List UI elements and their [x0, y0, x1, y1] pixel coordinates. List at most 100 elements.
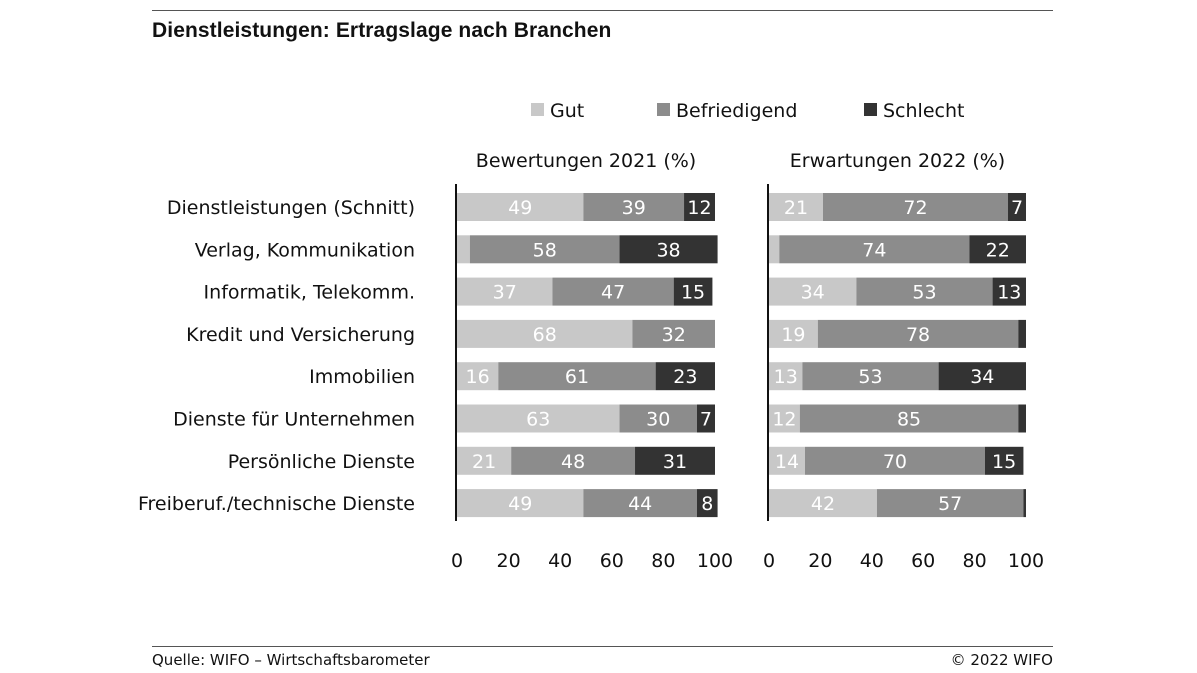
- bar-2-informatik-telekomm-schlecht: [992, 277, 1026, 306]
- bar-1-freiberuf-technische-dienste-befriedigend: [583, 489, 697, 518]
- bar-2-informatik-telekomm-gut: [769, 277, 857, 306]
- bar-1-personliche-dienste-gut: [457, 446, 512, 475]
- data-label-1-dienstleistungen-schnitt-befriedigend: 39: [622, 197, 646, 219]
- bar-1-dienstleistungen-schnitt-befriedigend: [583, 193, 685, 221]
- bar-2-freiberuf-technische-dienste-schlecht: [1023, 489, 1026, 518]
- bar-2-immobilien-befriedigend: [802, 362, 939, 391]
- bar-1-immobilien-schlecht: [655, 362, 715, 391]
- data-label-1-verlag-kommunikation-befriedigend: 58: [533, 239, 557, 261]
- data-label-2-personliche-dienste-befriedigend: 70: [883, 451, 907, 473]
- bar-2-dienste-fur-unternehmen-schlecht: [1018, 404, 1026, 433]
- bar-1-verlag-kommunikation-befriedigend: [469, 235, 620, 264]
- data-label-2-dienstleistungen-schnitt-gut: 21: [784, 197, 808, 219]
- bar-1-informatik-telekomm-schlecht: [673, 277, 713, 306]
- data-label-2-personliche-dienste-schlecht: 15: [992, 451, 1016, 473]
- chart-title: Dienstleistungen: Ertragslage nach Branc…: [152, 19, 612, 42]
- legend-swatch-schlecht: [864, 103, 877, 116]
- data-label-2-freiberuf-technische-dienste-gut: 42: [811, 493, 835, 515]
- data-label-1-personliche-dienste-gut: 21: [472, 451, 496, 473]
- data-label-2-immobilien-schlecht: 34: [970, 366, 994, 388]
- bar-1-immobilien-gut: [457, 362, 499, 391]
- legend-swatch-befriedigend: [657, 103, 670, 116]
- bar-2-immobilien-gut: [769, 362, 803, 391]
- bar-2-immobilien-schlecht: [938, 362, 1026, 391]
- bar-2-freiberuf-technische-dienste-befriedigend: [876, 489, 1024, 518]
- bar-2-personliche-dienste-befriedigend: [804, 446, 985, 475]
- data-label-2-kredit-und-versicherung-befriedigend: 78: [906, 324, 930, 346]
- bottom-rule: [152, 646, 1053, 647]
- data-label-1-informatik-telekomm-gut: 37: [493, 282, 517, 304]
- data-label-1-immobilien-gut: 16: [466, 366, 490, 388]
- data-label-1-kredit-und-versicherung-befriedigend: 32: [662, 324, 686, 346]
- data-label-1-dienste-fur-unternehmen-schlecht: 7: [700, 409, 712, 431]
- bar-1-freiberuf-technische-dienste-gut: [457, 489, 584, 518]
- bar-1-informatik-telekomm-befriedigend: [552, 277, 674, 306]
- legend-label-gut: Gut: [550, 100, 584, 122]
- bar-2-verlag-kommunikation-schlecht: [969, 235, 1026, 264]
- bar-2-dienstleistungen-schnitt-gut: [769, 193, 823, 221]
- data-label-1-personliche-dienste-befriedigend: 48: [561, 451, 585, 473]
- bar-2-personliche-dienste-schlecht: [984, 446, 1024, 475]
- x-tick-label-1-20: 20: [497, 550, 521, 572]
- data-label-1-personliche-dienste-schlecht: 31: [663, 451, 687, 473]
- data-label-1-informatik-telekomm-schlecht: 15: [681, 282, 705, 304]
- data-label-2-verlag-kommunikation-befriedigend: 74: [862, 239, 886, 261]
- data-label-2-personliche-dienste-gut: 14: [775, 451, 799, 473]
- data-label-2-immobilien-befriedigend: 53: [858, 366, 882, 388]
- bar-2-kredit-und-versicherung-gut: [769, 319, 818, 348]
- category-label-personliche-dienste: Persönliche Dienste: [228, 451, 415, 473]
- data-label-1-dienstleistungen-schnitt-gut: 49: [508, 197, 532, 219]
- x-tick-label-1-100: 100: [697, 550, 733, 572]
- bar-1-dienstleistungen-schnitt-schlecht: [684, 193, 715, 221]
- data-label-1-verlag-kommunikation-schlecht: 38: [656, 239, 680, 261]
- bar-1-kredit-und-versicherung-befriedigend: [632, 319, 715, 348]
- category-label-immobilien: Immobilien: [309, 366, 415, 388]
- bar-1-verlag-kommunikation-schlecht: [619, 235, 718, 264]
- x-tick-label-2-0: 0: [763, 550, 775, 572]
- bar-1-immobilien-befriedigend: [498, 362, 656, 391]
- bar-2-verlag-kommunikation-befriedigend: [779, 235, 970, 264]
- data-label-2-dienste-fur-unternehmen-befriedigend: 85: [897, 409, 921, 431]
- copyright-note: © 2022 WIFO: [950, 651, 1053, 669]
- x-tick-label-2-20: 20: [808, 550, 832, 572]
- x-tick-label-2-60: 60: [911, 550, 935, 572]
- bar-1-freiberuf-technische-dienste-schlecht: [696, 489, 718, 518]
- legend-label-schlecht: Schlecht: [883, 100, 964, 122]
- category-label-dienstleistungen-schnitt: Dienstleistungen (Schnitt): [167, 197, 415, 219]
- bar-1-kredit-und-versicherung-gut: [457, 319, 633, 348]
- category-label-kredit-und-versicherung: Kredit und Versicherung: [186, 324, 415, 346]
- x-tick-label-1-60: 60: [600, 550, 624, 572]
- data-label-1-informatik-telekomm-befriedigend: 47: [601, 282, 625, 304]
- bar-2-dienste-fur-unternehmen-befriedigend: [799, 404, 1019, 433]
- data-label-2-dienste-fur-unternehmen-gut: 12: [772, 409, 796, 431]
- data-label-2-immobilien-gut: 13: [774, 366, 798, 388]
- bar-1-personliche-dienste-schlecht: [635, 446, 715, 475]
- data-label-2-dienstleistungen-schnitt-schlecht: 7: [1011, 197, 1023, 219]
- data-label-2-freiberuf-technische-dienste-befriedigend: 57: [938, 493, 962, 515]
- bar-1-dienste-fur-unternehmen-befriedigend: [619, 404, 697, 433]
- x-tick-label-1-80: 80: [651, 550, 675, 572]
- bar-2-kredit-und-versicherung-schlecht: [1018, 319, 1026, 348]
- bar-2-verlag-kommunikation-gut: [769, 235, 780, 264]
- bar-2-freiberuf-technische-dienste-gut: [769, 489, 877, 518]
- bar-1-personliche-dienste-befriedigend: [511, 446, 636, 475]
- bar-2-personliche-dienste-gut: [769, 446, 805, 475]
- category-label-informatik-telekomm: Informatik, Telekomm.: [204, 282, 415, 304]
- data-label-2-verlag-kommunikation-schlecht: 22: [986, 239, 1010, 261]
- bar-2-dienste-fur-unternehmen-gut: [769, 404, 800, 433]
- data-label-2-informatik-telekomm-gut: 34: [801, 282, 825, 304]
- bar-1-dienste-fur-unternehmen-schlecht: [696, 404, 715, 433]
- top-rule: [152, 10, 1053, 11]
- category-label-verlag-kommunikation: Verlag, Kommunikation: [195, 239, 415, 261]
- data-label-2-informatik-telekomm-schlecht: 13: [997, 282, 1021, 304]
- x-tick-label-2-40: 40: [860, 550, 884, 572]
- legend-label-befriedigend: Befriedigend: [676, 100, 797, 122]
- data-label-1-immobilien-befriedigend: 61: [565, 366, 589, 388]
- bar-1-dienste-fur-unternehmen-gut: [457, 404, 620, 433]
- x-tick-label-1-0: 0: [451, 550, 463, 572]
- x-tick-label-1-40: 40: [548, 550, 572, 572]
- legend-swatch-gut: [531, 103, 544, 116]
- source-note: Quelle: WIFO – Wirtschaftsbarometer: [152, 651, 430, 669]
- data-label-1-freiberuf-technische-dienste-gut: 49: [508, 493, 532, 515]
